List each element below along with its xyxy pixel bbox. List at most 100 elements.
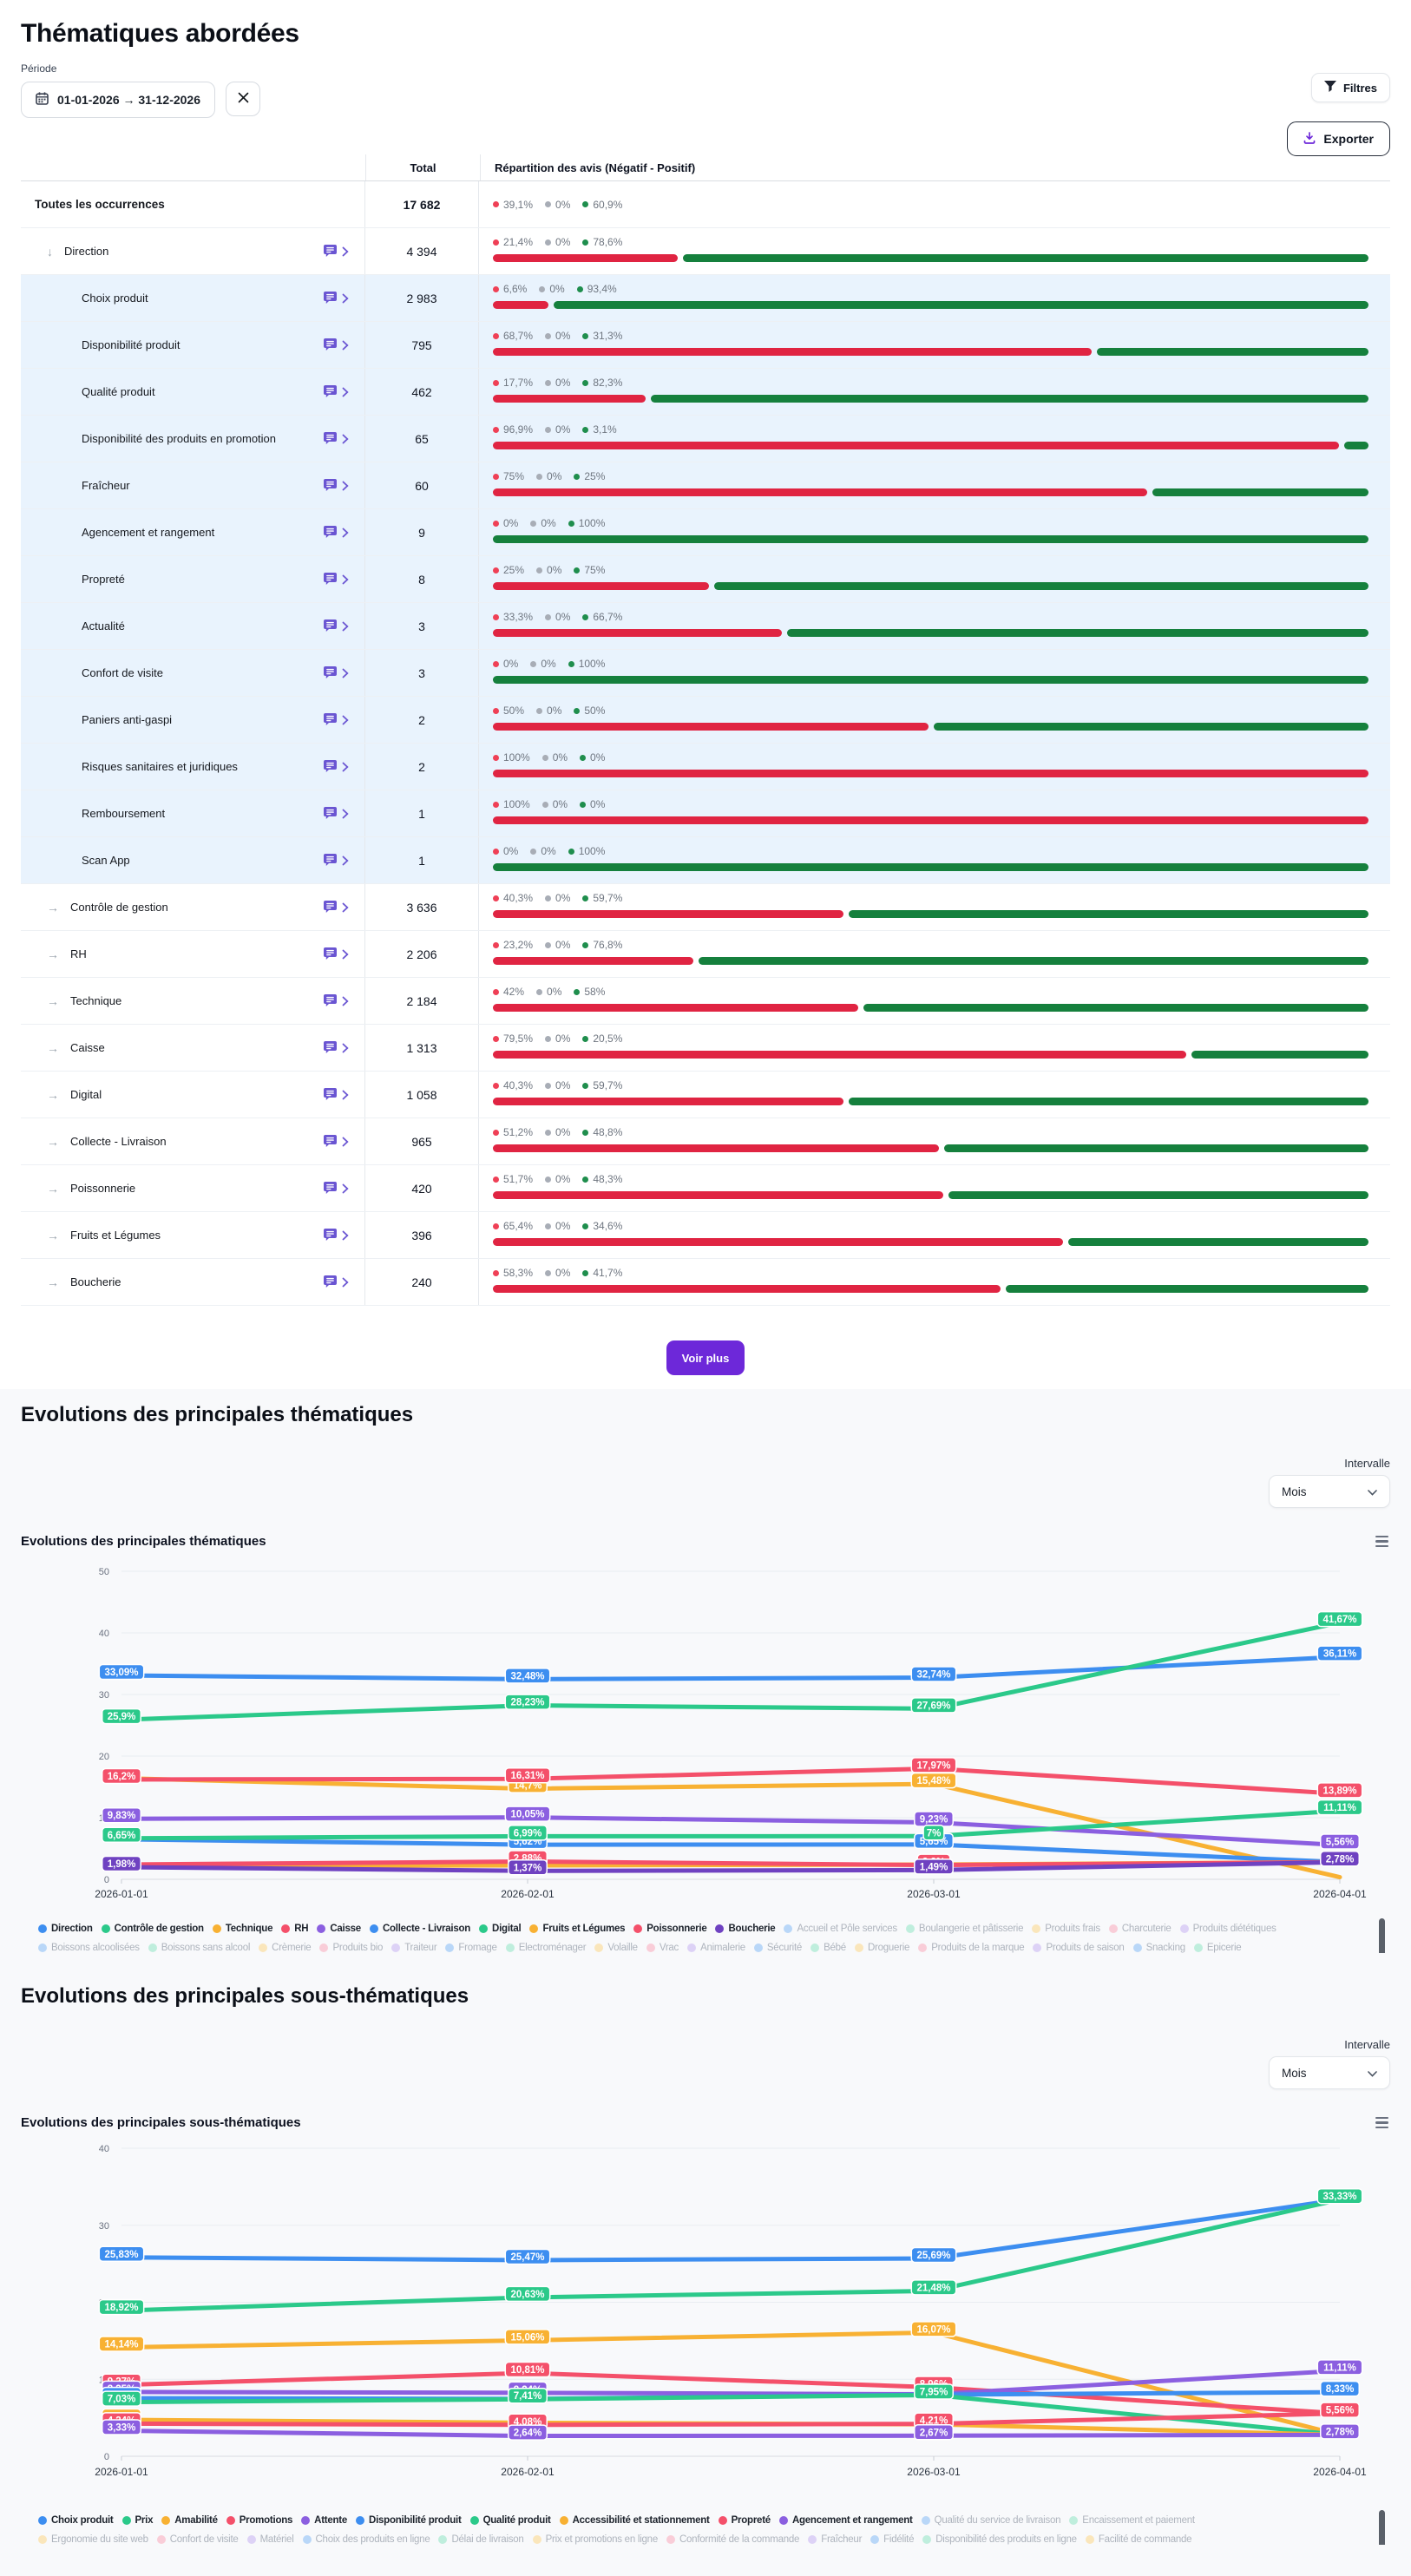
table-row[interactable]: → Caisse 1 313 79,5% 0% 20,5% xyxy=(21,1025,1390,1072)
legend-item[interactable]: Propreté xyxy=(718,2515,771,2526)
legend-item[interactable]: Boissons sans alcool xyxy=(148,1943,250,1953)
legend-item[interactable]: Amabilité xyxy=(161,2515,218,2526)
table-row[interactable]: Actualité 3 33,3% 0% 66,7% xyxy=(21,603,1390,650)
clear-date-button[interactable] xyxy=(226,82,261,116)
expand-arrow-icon[interactable]: → xyxy=(47,1228,59,1242)
legend-item[interactable]: Choix des produits en ligne xyxy=(302,2534,430,2545)
comments-icon[interactable] xyxy=(324,1135,349,1148)
legend-item[interactable]: Choix produit xyxy=(38,2515,114,2526)
legend-item[interactable]: Disponibilité des produits en ligne xyxy=(922,2534,1077,2545)
table-row[interactable]: → Boucherie 240 58,3% 0% 41,7% xyxy=(21,1259,1390,1306)
expand-arrow-icon[interactable]: → xyxy=(47,1134,59,1149)
legend-item[interactable]: Délai de livraison xyxy=(438,2534,524,2545)
legend-item[interactable]: Droguerie xyxy=(854,1943,909,1953)
legend-item[interactable]: Accueil et Pôle services xyxy=(784,1924,897,1934)
table-row[interactable]: Risques sanitaires et juridiques 2 100% 0% 0… xyxy=(21,744,1390,790)
legend-item[interactable]: Promotions xyxy=(226,2515,292,2526)
legend-item[interactable]: Accessibilité et stationnement xyxy=(559,2515,710,2526)
comments-icon[interactable] xyxy=(324,432,349,445)
table-row[interactable]: Choix produit 2 983 6,6% 0% 93,4% xyxy=(21,275,1390,322)
comments-icon[interactable] xyxy=(324,1229,349,1242)
comments-icon[interactable] xyxy=(324,385,349,398)
comments-icon[interactable] xyxy=(324,760,349,773)
table-row[interactable]: Propreté 8 25% 0% 75% xyxy=(21,556,1390,603)
legend-item[interactable]: Digital xyxy=(479,1924,522,1934)
comments-icon[interactable] xyxy=(324,1275,349,1288)
legend-item[interactable]: Produits de saison xyxy=(1033,1943,1125,1953)
legend-item[interactable]: Agencement et rangement xyxy=(778,2515,913,2526)
comments-icon[interactable] xyxy=(324,713,349,726)
legend-item[interactable]: Electroménager xyxy=(505,1943,587,1953)
interval-select[interactable]: Mois xyxy=(1269,1475,1390,1508)
comments-icon[interactable] xyxy=(324,338,349,351)
table-row[interactable]: Agencement et rangement 9 0% 0% 100% xyxy=(21,509,1390,556)
legend-item[interactable]: Boulangerie et pâtisserie xyxy=(905,1924,1024,1934)
legend-item[interactable]: Boucherie xyxy=(715,1924,776,1934)
comments-icon[interactable] xyxy=(324,292,349,305)
legend-item[interactable]: Produits bio xyxy=(319,1943,383,1953)
legend-item[interactable]: Epicerie xyxy=(1193,1943,1242,1953)
chart-menu-icon[interactable] xyxy=(1374,1534,1390,1549)
legend-item[interactable]: Collecte - Livraison xyxy=(369,1924,470,1934)
expand-arrow-icon[interactable]: → xyxy=(47,1275,59,1289)
table-row[interactable]: Remboursement 1 100% 0% 0% xyxy=(21,790,1390,837)
legend-item[interactable]: RH xyxy=(281,1924,309,1934)
legend-item[interactable]: Qualité produit xyxy=(469,2515,551,2526)
legend-scrollbar[interactable] xyxy=(1379,2510,1385,2545)
comments-icon[interactable] xyxy=(324,854,349,867)
comments-icon[interactable] xyxy=(324,1182,349,1195)
table-row[interactable]: → Fruits et Légumes 396 65,4% 0% 34,6% xyxy=(21,1212,1390,1259)
legend-item[interactable]: Attente xyxy=(301,2515,347,2526)
table-row[interactable]: Disponibilité produit 795 68,7% 0% 31,3% xyxy=(21,322,1390,369)
legend-item[interactable]: Charcuterie xyxy=(1108,1924,1171,1934)
legend-item[interactable]: Vrac xyxy=(646,1943,679,1953)
legend-item[interactable]: Bébé xyxy=(811,1943,846,1953)
interval-select[interactable]: Mois xyxy=(1269,2056,1390,2089)
legend-item[interactable]: Caisse xyxy=(317,1924,361,1934)
table-row[interactable]: Confort de visite 3 0% 0% 100% xyxy=(21,650,1390,697)
table-row[interactable]: ↓ Direction 4 394 21,4% 0% 78,6% xyxy=(21,228,1390,275)
legend-item[interactable]: Snacking xyxy=(1132,1943,1185,1953)
comments-icon[interactable] xyxy=(324,947,349,960)
comments-icon[interactable] xyxy=(324,666,349,679)
legend-item[interactable]: Disponibilité produit xyxy=(356,2515,462,2526)
table-row[interactable]: → RH 2 206 23,2% 0% 76,8% xyxy=(21,931,1390,978)
comments-icon[interactable] xyxy=(324,1088,349,1101)
table-row[interactable]: → Collecte - Livraison 965 51,2% 0% 48,8% xyxy=(21,1118,1390,1165)
legend-item[interactable]: Prix xyxy=(121,2515,153,2526)
legend-item[interactable]: Produits de la marque xyxy=(918,1943,1025,1953)
expand-arrow-icon[interactable]: → xyxy=(47,1087,59,1102)
legend-item[interactable]: Technique xyxy=(212,1924,272,1934)
legend-item[interactable]: Produits diététiques xyxy=(1179,1924,1276,1934)
legend-item[interactable]: Qualité du service de livraison xyxy=(921,2515,1061,2526)
expand-arrow-icon[interactable]: → xyxy=(47,1181,59,1196)
legend-item[interactable]: Prix et promotions en ligne xyxy=(532,2534,658,2545)
comments-icon[interactable] xyxy=(324,573,349,586)
table-row[interactable]: → Contrôle de gestion 3 636 40,3% 0% 59,7% xyxy=(21,884,1390,931)
table-row[interactable]: Fraîcheur 60 75% 0% 25% xyxy=(21,462,1390,509)
expand-arrow-icon[interactable]: → xyxy=(47,947,59,961)
comments-icon[interactable] xyxy=(324,526,349,539)
voir-plus-button[interactable]: Voir plus xyxy=(666,1340,745,1375)
legend-item[interactable]: Encaissement et paiement xyxy=(1069,2515,1195,2526)
table-row[interactable]: Scan App 1 0% 0% 100% xyxy=(21,837,1390,884)
expand-arrow-icon[interactable]: → xyxy=(47,993,59,1008)
expand-arrow-icon[interactable]: → xyxy=(47,900,59,914)
legend-item[interactable]: Matériel xyxy=(246,2534,294,2545)
export-button[interactable]: Exporter xyxy=(1287,121,1390,156)
collapse-arrow-icon[interactable]: ↓ xyxy=(47,244,53,259)
legend-item[interactable]: Fruits et Légumes xyxy=(529,1924,625,1934)
table-row[interactable]: Paniers anti-gaspi 2 50% 0% 50% xyxy=(21,697,1390,744)
legend-item[interactable]: Sécurité xyxy=(753,1943,802,1953)
comments-icon[interactable] xyxy=(324,994,349,1007)
comments-icon[interactable] xyxy=(324,1041,349,1054)
legend-item[interactable]: Conformité de la commande xyxy=(666,2534,799,2545)
legend-item[interactable]: Animalerie xyxy=(687,1943,745,1953)
legend-item[interactable]: Traiteur xyxy=(391,1943,437,1953)
chart-menu-icon[interactable] xyxy=(1374,2115,1390,2130)
date-range-picker[interactable]: 01-01-2026 → 31-12-2026 xyxy=(21,82,216,118)
table-row[interactable]: → Digital 1 058 40,3% 0% 59,7% xyxy=(21,1072,1390,1118)
expand-arrow-icon[interactable]: → xyxy=(47,1040,59,1055)
filters-button[interactable]: Filtres xyxy=(1310,73,1390,102)
legend-item[interactable]: Ergonomie du site web xyxy=(38,2534,148,2545)
